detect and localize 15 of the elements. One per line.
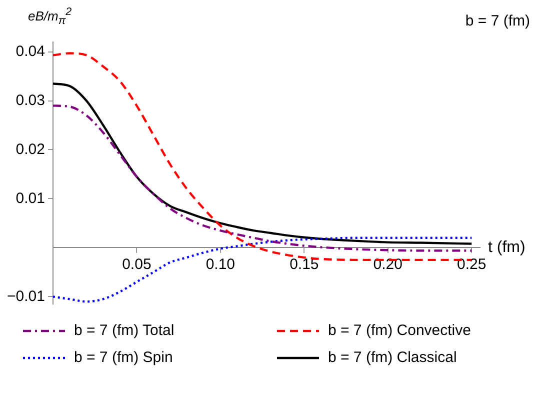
legend-label: b = 7 (fm) Spin xyxy=(74,349,173,366)
x-axis-title: t (fm) xyxy=(488,239,526,256)
legend-label: b = 7 (fm) Convective xyxy=(328,322,471,339)
y-tick-label: 0.04 xyxy=(16,42,45,60)
legend-label: b = 7 (fm) Classical xyxy=(328,349,457,366)
y-tick-label: −0.01 xyxy=(6,288,45,305)
y-tick-label: 0.01 xyxy=(16,190,45,207)
legend-label: b = 7 (fm) Total xyxy=(74,322,174,339)
x-tick-label: 0.10 xyxy=(206,256,236,273)
line-series xyxy=(52,82,473,245)
y-tick-label: 0.03 xyxy=(16,92,45,109)
x-tick-label: 0.05 xyxy=(122,256,152,273)
y-tick-label: 0.02 xyxy=(16,140,45,158)
line-series xyxy=(52,104,473,252)
text: b = 7 (fm) xyxy=(465,12,530,30)
